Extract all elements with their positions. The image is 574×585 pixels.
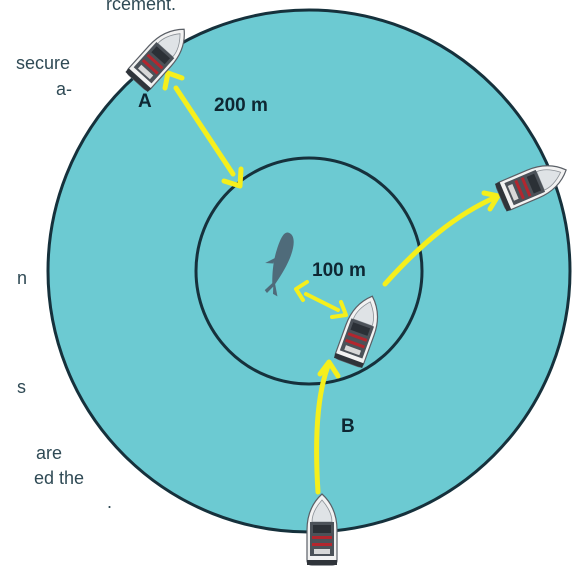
label-boat-b: B: [341, 416, 355, 437]
side-text-5: s: [17, 377, 26, 397]
label-boat-a: A: [138, 91, 152, 112]
side-text-8: .: [107, 492, 113, 512]
side-text-4: n: [17, 268, 28, 288]
departure-path: [382, 190, 501, 287]
side-text-6: are: [36, 443, 63, 463]
inner-zone: [194, 156, 424, 386]
side-text-7: ed the: [34, 468, 85, 488]
label-200m: 200 m: [214, 95, 268, 116]
side-text-1: rcement.: [106, 0, 177, 14]
distance-arrow-200m: [162, 70, 244, 189]
outer-zone: [46, 8, 572, 534]
distance-arrow-100m: [294, 280, 348, 319]
side-text-2: secure: [16, 53, 71, 73]
label-100m: 100 m: [312, 260, 366, 281]
approach-path-b: [314, 359, 341, 495]
side-text-3: a-: [56, 79, 73, 99]
